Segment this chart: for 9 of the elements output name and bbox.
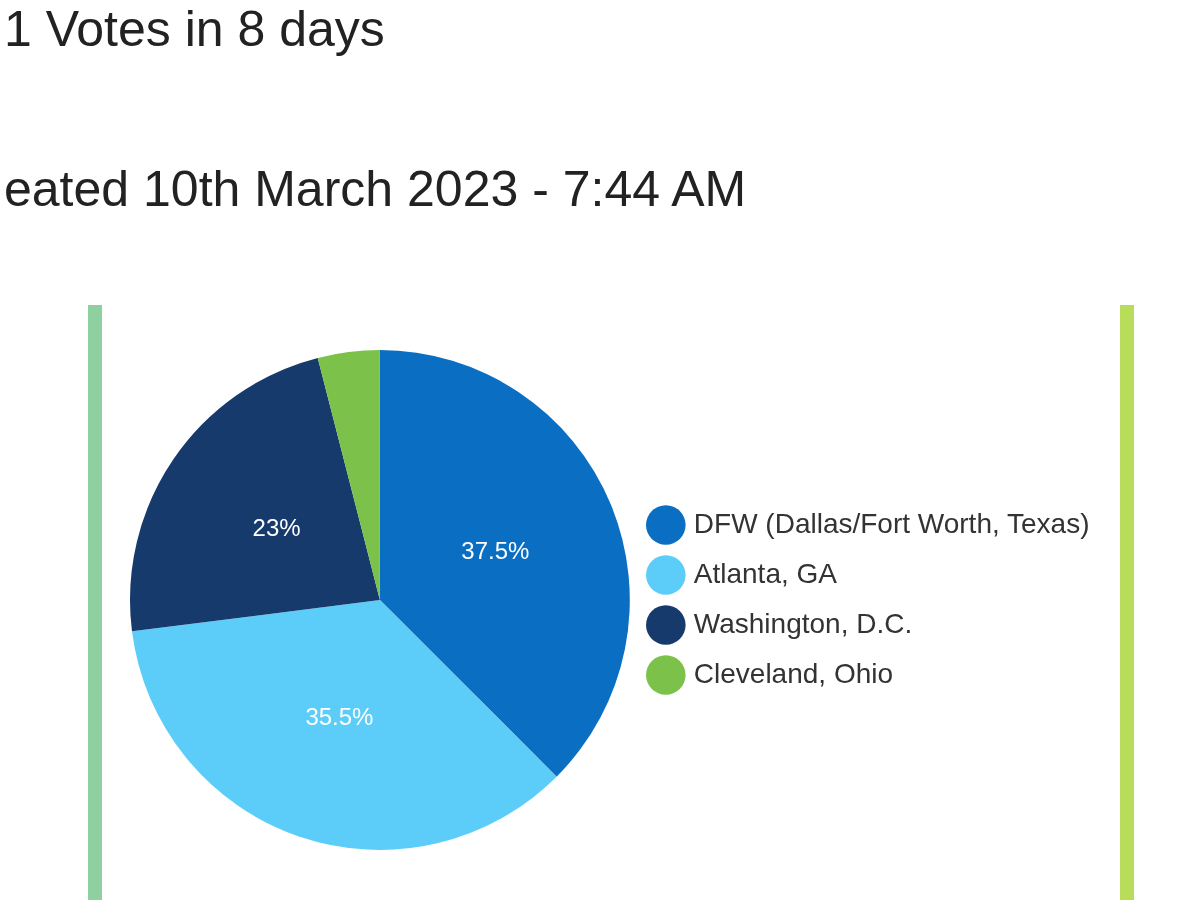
data-label: 37.5% — [461, 536, 530, 564]
chart-title: 1 Votes in 8 days — [4, 0, 385, 58]
legend-label: Cleveland, Ohio — [693, 657, 894, 689]
data-label: 35.5% — [305, 702, 374, 730]
data-label: 23% — [252, 514, 301, 542]
legend-label: Washington, D.C. — [693, 607, 913, 639]
chart-subtitle: eated 10th March 2023 - 7:44 AM — [4, 160, 747, 218]
legend-label: Atlanta, GA — [693, 557, 838, 589]
legend-label: DFW (Dallas/Fort Worth, Texas) — [693, 507, 1090, 539]
